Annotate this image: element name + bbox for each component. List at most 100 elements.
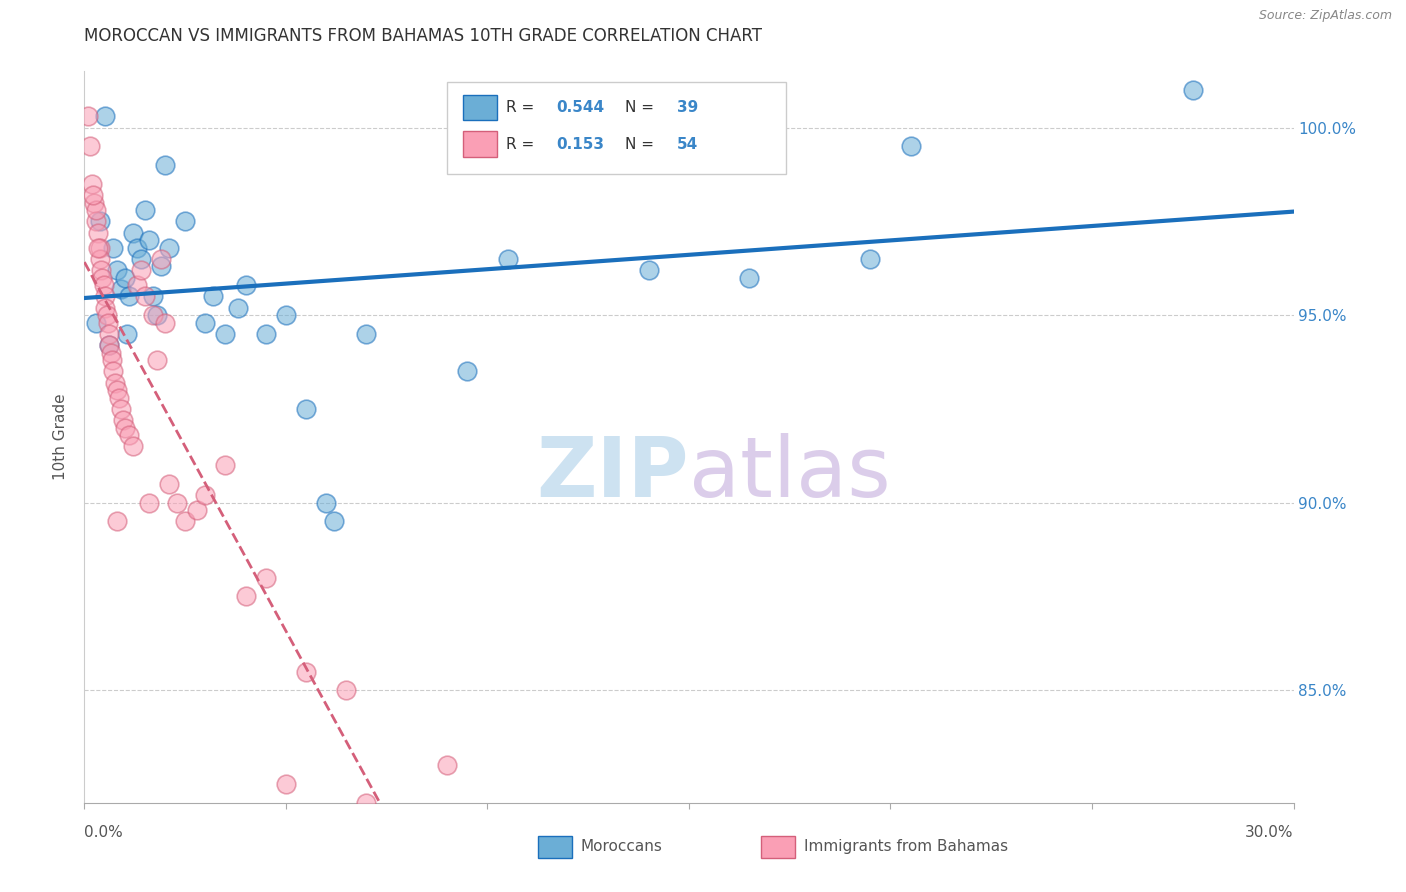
Text: Immigrants from Bahamas: Immigrants from Bahamas bbox=[804, 839, 1008, 855]
Point bbox=[138, 233, 160, 247]
Text: R =: R = bbox=[506, 137, 540, 152]
Point bbox=[174, 515, 197, 529]
Text: 39: 39 bbox=[676, 101, 699, 115]
Point bbox=[153, 158, 176, 172]
Point bbox=[82, 177, 104, 191]
Point bbox=[105, 383, 128, 397]
Point bbox=[129, 263, 152, 277]
Point bbox=[105, 263, 128, 277]
Point bbox=[96, 308, 118, 322]
Point bbox=[89, 214, 111, 228]
Point bbox=[375, 852, 398, 866]
Point bbox=[274, 777, 297, 791]
Point bbox=[274, 308, 297, 322]
Point bbox=[235, 278, 257, 293]
Point bbox=[83, 195, 105, 210]
Point bbox=[94, 301, 117, 315]
Point bbox=[118, 289, 141, 303]
Point bbox=[93, 109, 115, 123]
Point bbox=[356, 326, 378, 341]
Point bbox=[129, 252, 152, 266]
Text: Moroccans: Moroccans bbox=[581, 839, 662, 855]
Point bbox=[134, 289, 156, 303]
Point bbox=[90, 263, 112, 277]
Point bbox=[900, 139, 922, 153]
Point bbox=[100, 353, 122, 368]
Point bbox=[97, 316, 120, 330]
Point bbox=[1181, 83, 1204, 97]
Text: MOROCCAN VS IMMIGRANTS FROM BAHAMAS 10TH GRADE CORRELATION CHART: MOROCCAN VS IMMIGRANTS FROM BAHAMAS 10TH… bbox=[84, 27, 762, 45]
Point bbox=[93, 289, 115, 303]
Point bbox=[157, 241, 180, 255]
Point bbox=[87, 226, 110, 240]
Point bbox=[111, 413, 134, 427]
Text: 0.153: 0.153 bbox=[555, 137, 605, 152]
FancyBboxPatch shape bbox=[447, 82, 786, 174]
Point bbox=[82, 188, 104, 202]
Point bbox=[125, 241, 148, 255]
Point bbox=[166, 496, 188, 510]
Point bbox=[97, 338, 120, 352]
Point bbox=[114, 270, 136, 285]
Point bbox=[496, 252, 519, 266]
Y-axis label: 10th Grade: 10th Grade bbox=[53, 393, 69, 481]
Point bbox=[149, 260, 172, 274]
Point bbox=[149, 252, 172, 266]
Point bbox=[101, 241, 124, 255]
FancyBboxPatch shape bbox=[538, 836, 572, 858]
Point bbox=[134, 203, 156, 218]
Text: N =: N = bbox=[624, 137, 659, 152]
Text: 54: 54 bbox=[676, 137, 699, 152]
Text: R =: R = bbox=[506, 101, 540, 115]
Point bbox=[79, 139, 101, 153]
Point bbox=[142, 289, 165, 303]
Point bbox=[214, 458, 236, 473]
Text: 0.544: 0.544 bbox=[555, 101, 605, 115]
Point bbox=[295, 401, 318, 416]
Point bbox=[84, 203, 107, 218]
Point bbox=[101, 364, 124, 378]
Point bbox=[315, 496, 337, 510]
Point bbox=[91, 270, 114, 285]
Point bbox=[194, 488, 217, 502]
Point bbox=[114, 420, 136, 434]
Point bbox=[107, 515, 129, 529]
Point bbox=[86, 214, 108, 228]
Point bbox=[118, 428, 141, 442]
Point bbox=[121, 440, 143, 454]
Point bbox=[100, 345, 122, 359]
Point bbox=[138, 496, 160, 510]
Text: 0.0%: 0.0% bbox=[84, 825, 124, 840]
Point bbox=[323, 515, 346, 529]
Point bbox=[738, 270, 761, 285]
Point bbox=[186, 503, 208, 517]
Text: 30.0%: 30.0% bbox=[1246, 825, 1294, 840]
Point bbox=[146, 308, 169, 322]
Point bbox=[89, 241, 111, 255]
Point bbox=[436, 758, 458, 772]
Point bbox=[110, 401, 132, 416]
Text: atlas: atlas bbox=[689, 434, 890, 514]
Text: N =: N = bbox=[624, 101, 659, 115]
Text: Source: ZipAtlas.com: Source: ZipAtlas.com bbox=[1258, 9, 1392, 22]
Point bbox=[146, 353, 169, 368]
Point bbox=[97, 326, 120, 341]
Point bbox=[226, 301, 249, 315]
Point bbox=[86, 241, 108, 255]
Point bbox=[86, 316, 108, 330]
Point bbox=[194, 316, 217, 330]
Point bbox=[254, 571, 277, 585]
Point bbox=[157, 477, 180, 491]
Point bbox=[235, 590, 257, 604]
Point bbox=[254, 326, 277, 341]
Point bbox=[93, 278, 115, 293]
Text: ZIP: ZIP bbox=[537, 434, 689, 514]
FancyBboxPatch shape bbox=[762, 836, 796, 858]
Point bbox=[89, 252, 111, 266]
Point bbox=[98, 338, 121, 352]
Point bbox=[456, 364, 478, 378]
Point bbox=[295, 665, 318, 679]
Point bbox=[121, 226, 143, 240]
Point bbox=[356, 796, 378, 810]
Point bbox=[174, 214, 197, 228]
